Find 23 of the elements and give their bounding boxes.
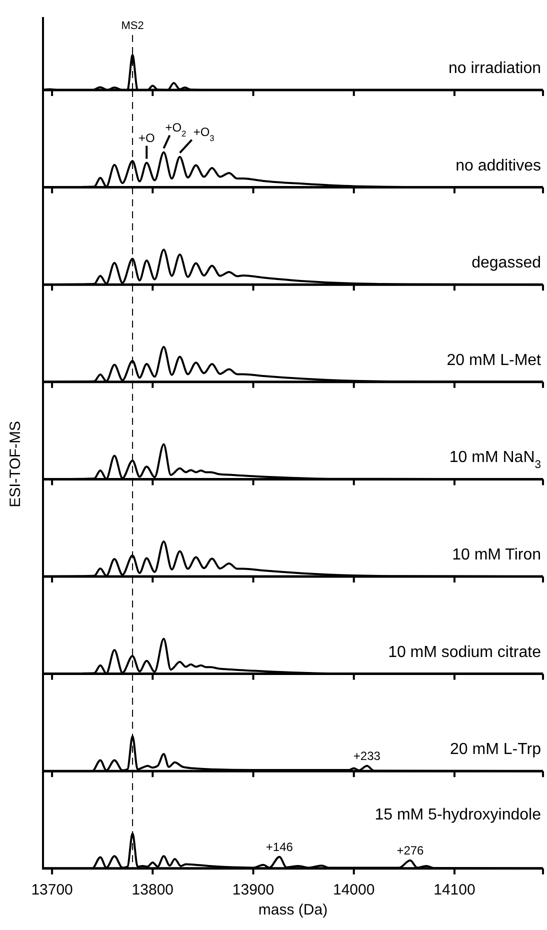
chart-title: 15 mM 5-hydroxyindole <box>374 806 542 824</box>
annotation: +O$_{3}$ <box>193 124 215 143</box>
x-tick-label: 13700 <box>31 881 73 898</box>
annotation: +233 <box>353 748 381 763</box>
annotation: +276 <box>396 843 424 858</box>
chart-title: 20 mM L-Met <box>446 352 542 369</box>
x-tick-label: 14000 <box>333 881 375 898</box>
x-tick-label: 13900 <box>232 881 274 898</box>
annotation: +O <box>138 130 155 145</box>
y-axis-title: ESI-TOF-MS <box>7 421 24 508</box>
annotation: +146 <box>266 840 294 854</box>
chart-title: 20 mM L-Trp <box>450 741 542 758</box>
x-tick-label: 14100 <box>434 881 476 898</box>
chart-title: no irradiation <box>448 60 541 77</box>
chart-title: 10 mM NaN$_{3}$ <box>449 449 541 472</box>
chart-title: 10 mM Tiron <box>452 546 541 564</box>
chart-title: 10 mM sodium citrate <box>388 644 542 661</box>
chart-title: degassed <box>472 254 541 272</box>
chart-title: no additives <box>456 157 541 174</box>
annotation: +O$_{2}$ <box>165 120 187 138</box>
x-tick-label: 13800 <box>132 881 174 898</box>
ref-line-label: MS2 <box>121 20 144 32</box>
x-axis-title: mass (Da) <box>258 901 328 918</box>
